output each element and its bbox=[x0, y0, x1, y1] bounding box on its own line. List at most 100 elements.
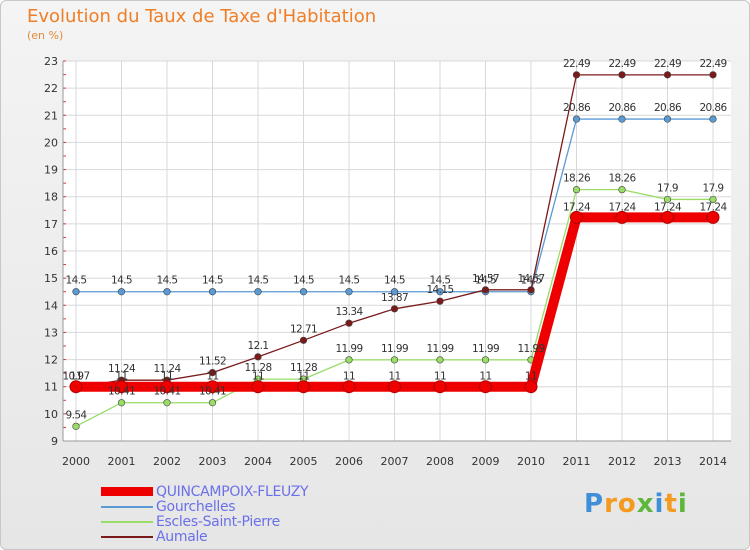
data-label: 14.5 bbox=[339, 275, 360, 287]
data-label: 11.99 bbox=[472, 343, 499, 355]
y-tick-label: 22 bbox=[44, 82, 58, 95]
data-point bbox=[618, 115, 626, 123]
data-point bbox=[390, 288, 399, 296]
data-point bbox=[163, 288, 171, 296]
data-label: 22.49 bbox=[654, 58, 681, 70]
data-point bbox=[570, 210, 583, 224]
x-tick-label: 2000 bbox=[62, 455, 90, 468]
proxiti-logo: Proxiti bbox=[584, 489, 688, 519]
data-point bbox=[208, 399, 217, 407]
y-tick-label: 20 bbox=[44, 136, 58, 149]
data-point bbox=[208, 369, 217, 377]
x-tick-label: 2008 bbox=[426, 455, 454, 468]
data-label: 14.5 bbox=[202, 275, 223, 287]
data-point bbox=[709, 115, 717, 123]
data-label: 11.99 bbox=[335, 343, 362, 355]
data-label: 11.28 bbox=[244, 362, 271, 374]
data-point bbox=[618, 186, 626, 194]
logo-letter: i bbox=[654, 489, 665, 519]
logo-letter: x bbox=[636, 489, 655, 519]
x-tick-label: 2001 bbox=[108, 455, 136, 468]
y-tick-label: 15 bbox=[44, 272, 58, 285]
data-label: 11.52 bbox=[199, 356, 226, 368]
data-label: 11.24 bbox=[153, 363, 181, 375]
data-label: 17.9 bbox=[657, 182, 678, 194]
data-label: 11.99 bbox=[517, 343, 544, 355]
data-label: 17.9 bbox=[703, 182, 724, 194]
x-tick-label: 2012 bbox=[608, 455, 636, 468]
data-label: 22.49 bbox=[608, 58, 635, 70]
legend-swatch-escles bbox=[101, 521, 153, 523]
data-label: 10.41 bbox=[153, 386, 180, 398]
x-tick-label: 2011 bbox=[563, 455, 591, 468]
legend-label-gourchelles: Gourchelles bbox=[156, 499, 236, 515]
data-label: 11 bbox=[297, 371, 309, 383]
data-label: 20.86 bbox=[563, 102, 591, 114]
chart-unit-label: (en %) bbox=[27, 29, 64, 42]
data-point bbox=[390, 356, 399, 364]
data-point bbox=[69, 380, 83, 394]
data-label: 17.24 bbox=[608, 201, 636, 213]
logo-letter: r bbox=[604, 489, 618, 519]
data-point bbox=[254, 288, 262, 296]
data-label: 14.5 bbox=[248, 275, 269, 287]
data-point bbox=[433, 380, 447, 394]
data-label: 20.86 bbox=[654, 102, 682, 114]
x-tick-label: 2014 bbox=[699, 455, 727, 468]
data-point bbox=[527, 286, 535, 294]
data-point bbox=[117, 399, 126, 407]
data-point bbox=[342, 380, 356, 394]
data-point bbox=[479, 380, 492, 394]
x-tick-label: 2005 bbox=[290, 455, 318, 468]
data-point bbox=[345, 288, 353, 296]
y-tick-label: 13 bbox=[44, 326, 58, 339]
data-label: 14.5 bbox=[430, 275, 451, 287]
data-label: 17.24 bbox=[563, 201, 591, 213]
x-tick-label: 2002 bbox=[153, 455, 181, 468]
data-label: 11.24 bbox=[108, 363, 136, 375]
data-label: 14.57 bbox=[472, 273, 499, 285]
data-point bbox=[251, 380, 265, 394]
data-label: 11.99 bbox=[381, 343, 408, 355]
data-point bbox=[615, 210, 629, 224]
data-point bbox=[481, 286, 490, 294]
data-label: 13.87 bbox=[381, 292, 408, 304]
data-label: 18.26 bbox=[608, 173, 636, 185]
data-label: 14.5 bbox=[293, 275, 314, 287]
data-point bbox=[572, 115, 581, 123]
data-label: 11 bbox=[252, 371, 264, 383]
data-label: 10.97 bbox=[62, 371, 89, 383]
data-label: 11 bbox=[525, 371, 537, 383]
data-label: 14.15 bbox=[426, 284, 453, 296]
y-tick-label: 10 bbox=[44, 408, 58, 421]
data-label: 11 bbox=[479, 371, 491, 383]
data-label: 11 bbox=[115, 371, 127, 383]
data-point bbox=[390, 305, 399, 313]
logo-letter: i bbox=[677, 489, 688, 519]
data-point bbox=[436, 288, 444, 296]
data-point bbox=[706, 210, 720, 224]
data-point bbox=[299, 288, 308, 296]
data-point bbox=[436, 356, 444, 364]
data-label: 11 bbox=[161, 371, 173, 383]
data-label: 22.49 bbox=[563, 58, 590, 70]
data-point bbox=[572, 71, 581, 79]
data-label: 11.99 bbox=[426, 343, 453, 355]
data-label: 14.5 bbox=[475, 275, 496, 287]
data-point bbox=[115, 380, 128, 394]
data-label: 14.5 bbox=[521, 275, 542, 287]
data-point bbox=[117, 288, 126, 296]
x-tick-label: 2006 bbox=[335, 455, 363, 468]
y-tick-label: 14 bbox=[44, 299, 58, 312]
data-point bbox=[299, 336, 308, 344]
data-label: 22.49 bbox=[699, 58, 726, 70]
data-point bbox=[663, 195, 672, 204]
data-label: 14.5 bbox=[66, 275, 87, 287]
legend-label-aumale: Aumale bbox=[156, 529, 208, 545]
data-label: 11 bbox=[434, 371, 446, 383]
data-point bbox=[208, 288, 217, 296]
data-label: 9.54 bbox=[66, 409, 88, 421]
x-tick-label: 2009 bbox=[472, 455, 500, 468]
data-point bbox=[663, 71, 672, 79]
